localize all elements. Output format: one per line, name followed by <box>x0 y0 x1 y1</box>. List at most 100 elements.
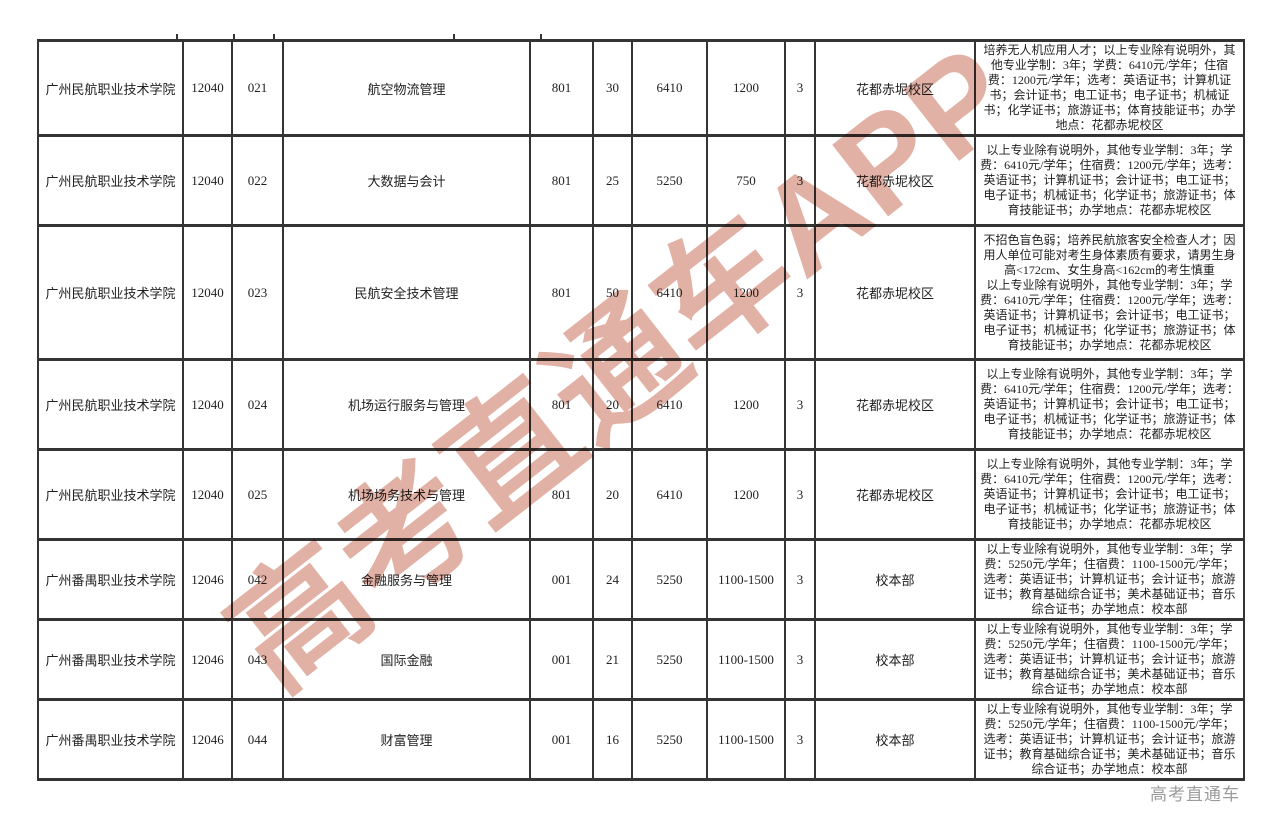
tuition-cell: 5250 <box>631 618 708 701</box>
plan-count-cell: 30 <box>592 39 633 137</box>
major-code-cell: 023 <box>231 224 284 361</box>
plan-count-cell: 21 <box>592 618 633 701</box>
years-cell: 3 <box>784 618 816 701</box>
major-code-cell: 021 <box>231 39 284 137</box>
plan-count-cell: 20 <box>592 358 633 451</box>
class-code-cell: 801 <box>529 358 594 451</box>
years-cell: 3 <box>784 358 816 451</box>
table-continuation-stub <box>540 34 542 40</box>
class-code-cell: 001 <box>529 618 594 701</box>
college-code-cell: 12040 <box>182 39 233 137</box>
table-row: 广州番禺职业技术学院 12046 043 国际金融 001 21 5250 11… <box>37 618 1245 701</box>
major-code-cell: 044 <box>231 698 284 781</box>
accommodation-cell: 1200 <box>706 448 786 541</box>
college-code-cell: 12046 <box>182 698 233 781</box>
major-name-cell: 国际金融 <box>282 618 531 701</box>
major-code-cell: 025 <box>231 448 284 541</box>
campus-cell: 校本部 <box>814 698 976 781</box>
accommodation-cell: 1200 <box>706 39 786 137</box>
notes-cell: 培养无人机应用人才；以上专业除有说明外，其他专业学制：3年；学费：6410元/学… <box>974 39 1245 137</box>
notes-cell: 以上专业除有说明外，其他专业学制：3年；学费：5250元/学年；住宿费：1100… <box>974 538 1245 621</box>
years-cell: 3 <box>784 224 816 361</box>
campus-cell: 校本部 <box>814 538 976 621</box>
campus-cell: 花都赤坭校区 <box>814 224 976 361</box>
table-row: 广州民航职业技术学院 12040 023 民航安全技术管理 801 50 641… <box>37 224 1245 361</box>
major-code-cell: 043 <box>231 618 284 701</box>
major-name-cell: 金融服务与管理 <box>282 538 531 621</box>
notes-cell: 以上专业除有说明外，其他专业学制：3年；学费：6410元/学年；住宿费：1200… <box>974 448 1245 541</box>
major-name-cell: 机场场务技术与管理 <box>282 448 531 541</box>
college-cell: 广州番禺职业技术学院 <box>37 618 184 701</box>
notes-cell: 以上专业除有说明外，其他专业学制：3年；学费：5250元/学年；住宿费：1100… <box>974 698 1245 781</box>
college-cell: 广州民航职业技术学院 <box>37 358 184 451</box>
campus-cell: 花都赤坭校区 <box>814 134 976 227</box>
years-cell: 3 <box>784 448 816 541</box>
college-code-cell: 12040 <box>182 358 233 451</box>
college-cell: 广州民航职业技术学院 <box>37 134 184 227</box>
admission-plan-table: 广州民航职业技术学院 12040 021 航空物流管理 801 30 6410 … <box>37 39 1245 781</box>
college-cell: 广州民航职业技术学院 <box>37 448 184 541</box>
major-name-cell: 机场运行服务与管理 <box>282 358 531 451</box>
table-row: 广州番禺职业技术学院 12046 042 金融服务与管理 001 24 5250… <box>37 538 1245 621</box>
accommodation-cell: 1100-1500 <box>706 618 786 701</box>
plan-count-cell: 25 <box>592 134 633 227</box>
college-code-cell: 12040 <box>182 448 233 541</box>
accommodation-cell: 1100-1500 <box>706 538 786 621</box>
accommodation-cell: 1100-1500 <box>706 698 786 781</box>
major-name-cell: 民航安全技术管理 <box>282 224 531 361</box>
accommodation-cell: 750 <box>706 134 786 227</box>
major-code-cell: 024 <box>231 358 284 451</box>
college-cell: 广州民航职业技术学院 <box>37 39 184 137</box>
table-continuation-stub <box>233 34 235 40</box>
table-continuation-stub <box>453 34 455 40</box>
tuition-cell: 5250 <box>631 134 708 227</box>
notes-cell: 不招色盲色弱；培养民航旅客安全检查人才；因用人单位可能对考生身体素质有要求，请男… <box>974 224 1245 361</box>
plan-count-cell: 50 <box>592 224 633 361</box>
table-row: 广州民航职业技术学院 12040 025 机场场务技术与管理 801 20 64… <box>37 448 1245 541</box>
major-code-cell: 042 <box>231 538 284 621</box>
years-cell: 3 <box>784 39 816 137</box>
tuition-cell: 5250 <box>631 538 708 621</box>
college-code-cell: 12046 <box>182 618 233 701</box>
admission-plan-table-wrap: 广州民航职业技术学院 12040 021 航空物流管理 801 30 6410 … <box>37 39 1245 781</box>
college-cell: 广州民航职业技术学院 <box>37 224 184 361</box>
plan-count-cell: 16 <box>592 698 633 781</box>
major-code-cell: 022 <box>231 134 284 227</box>
campus-cell: 花都赤坭校区 <box>814 358 976 451</box>
class-code-cell: 001 <box>529 538 594 621</box>
years-cell: 3 <box>784 134 816 227</box>
major-name-cell: 财富管理 <box>282 698 531 781</box>
table-continuation-stub <box>273 34 275 40</box>
table-continuation-stub <box>176 34 178 40</box>
college-code-cell: 12040 <box>182 134 233 227</box>
campus-cell: 校本部 <box>814 618 976 701</box>
college-code-cell: 12046 <box>182 538 233 621</box>
college-code-cell: 12040 <box>182 224 233 361</box>
table-row: 广州番禺职业技术学院 12046 044 财富管理 001 16 5250 11… <box>37 698 1245 781</box>
table-row: 广州民航职业技术学院 12040 021 航空物流管理 801 30 6410 … <box>37 39 1245 137</box>
years-cell: 3 <box>784 538 816 621</box>
campus-cell: 花都赤坭校区 <box>814 448 976 541</box>
class-code-cell: 801 <box>529 224 594 361</box>
tuition-cell: 6410 <box>631 448 708 541</box>
accommodation-cell: 1200 <box>706 224 786 361</box>
notes-cell: 以上专业除有说明外，其他专业学制：3年；学费：6410元/学年；住宿费：1200… <box>974 134 1245 227</box>
campus-cell: 花都赤坭校区 <box>814 39 976 137</box>
table-row: 广州民航职业技术学院 12040 024 机场运行服务与管理 801 20 64… <box>37 358 1245 451</box>
tuition-cell: 5250 <box>631 698 708 781</box>
years-cell: 3 <box>784 698 816 781</box>
tuition-cell: 6410 <box>631 39 708 137</box>
tuition-cell: 6410 <box>631 358 708 451</box>
tuition-cell: 6410 <box>631 224 708 361</box>
table-row: 广州民航职业技术学院 12040 022 大数据与会计 801 25 5250 … <box>37 134 1245 227</box>
class-code-cell: 001 <box>529 698 594 781</box>
notes-cell: 以上专业除有说明外，其他专业学制：3年；学费：6410元/学年；住宿费：1200… <box>974 358 1245 451</box>
college-cell: 广州番禺职业技术学院 <box>37 698 184 781</box>
class-code-cell: 801 <box>529 39 594 137</box>
major-name-cell: 大数据与会计 <box>282 134 531 227</box>
college-cell: 广州番禺职业技术学院 <box>37 538 184 621</box>
accommodation-cell: 1200 <box>706 358 786 451</box>
plan-count-cell: 24 <box>592 538 633 621</box>
class-code-cell: 801 <box>529 134 594 227</box>
plan-count-cell: 20 <box>592 448 633 541</box>
